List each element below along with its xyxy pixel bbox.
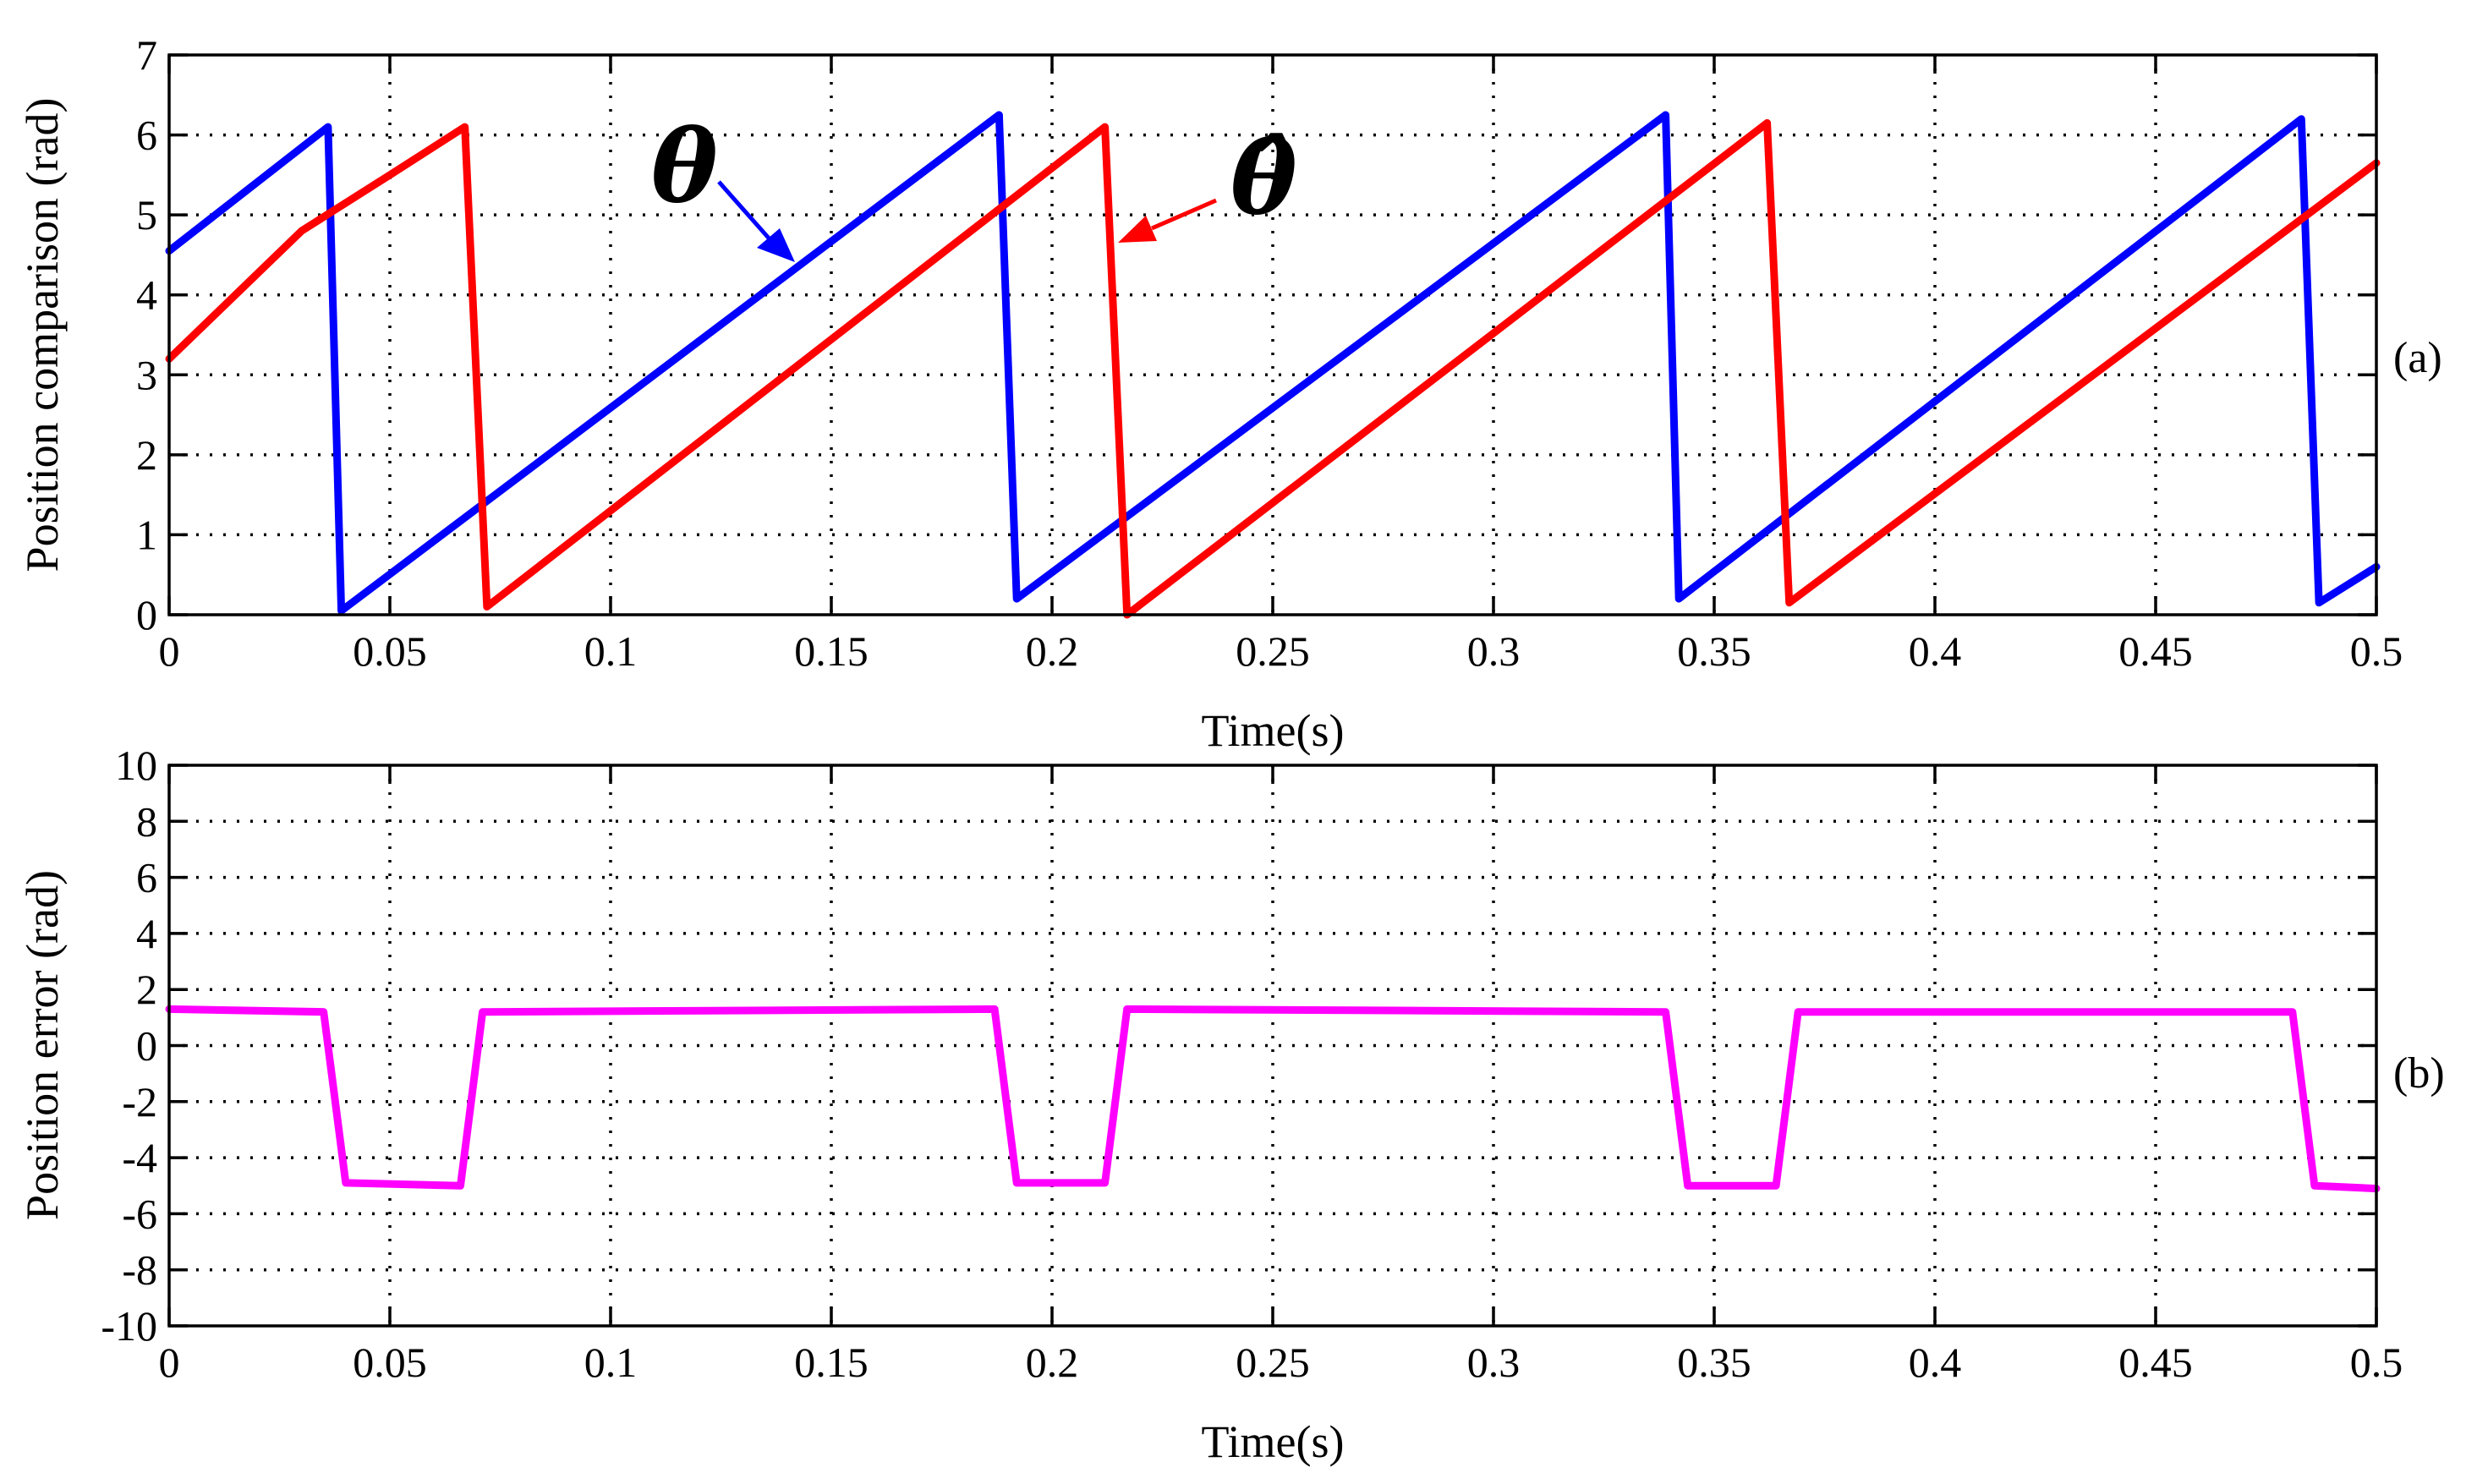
panel-b-x-tick-label: 0.35 xyxy=(1677,1339,1751,1386)
panel-b-tag: (b) xyxy=(2393,1049,2445,1098)
panel-b-x-tick-label: 0.3 xyxy=(1467,1339,1521,1386)
panel-b-position-error: 0 0.05 0.1 0.15 0.2 0.25 0.3 0.35 0.4 0.45 0.5 -10… xyxy=(17,742,2445,1467)
panel-a-x-axis-label: Time(s) xyxy=(1201,705,1344,756)
theta-hat-annotation-arrow-line xyxy=(1151,198,1217,231)
panel-b-series-1-line xyxy=(165,1005,2381,1193)
panel-b-y-tick-label: -2 xyxy=(122,1078,157,1125)
panel-a-x-tick-label: 0.4 xyxy=(1909,627,1962,675)
panel-a-series-2-line xyxy=(165,118,2381,619)
panel-b-x-tick-label: 0.2 xyxy=(1026,1339,1079,1386)
panel-b-y-tick-label: -6 xyxy=(122,1190,157,1237)
panel-b-x-tick-label: 0.1 xyxy=(584,1339,638,1386)
panel-b-y-tick-label: 4 xyxy=(136,910,157,957)
panel-b-grid xyxy=(169,765,2376,1326)
panel-b-y-tick-label: -10 xyxy=(101,1302,157,1350)
panel-a-y-tick-label: 2 xyxy=(136,431,157,479)
panel-a-y-tick-label: 5 xyxy=(136,191,157,238)
panel-a-series xyxy=(165,111,2381,619)
panel-b-y-tick-label: -8 xyxy=(122,1246,157,1294)
panel-b-x-ticks: 0 0.05 0.1 0.15 0.2 0.25 0.3 0.35 0.4 0.45 0.5 xyxy=(159,765,2403,1386)
panel-a-x-tick-label: 0.15 xyxy=(794,627,869,675)
panel-b-series xyxy=(165,1005,2381,1193)
panel-b-x-tick-label: 0 xyxy=(159,1339,180,1386)
theta-annotation: θ xyxy=(651,107,718,225)
panel-b-y-tick-label: 0 xyxy=(136,1022,157,1070)
panel-a-tag: (a) xyxy=(2393,334,2442,382)
panel-b-x-tick-label: 0.4 xyxy=(1909,1339,1962,1386)
panel-b-y-axis-label: Position error (rad) xyxy=(17,870,68,1220)
panel-a-x-tick-label: 0.1 xyxy=(584,627,638,675)
panel-a-x-tick-label: 0.05 xyxy=(353,627,427,675)
panel-b-x-tick-label: 0.15 xyxy=(794,1339,869,1386)
panel-b-frame xyxy=(167,764,2378,1328)
panel-a-series-1-line xyxy=(165,111,2381,615)
theta-annotation-arrow-line xyxy=(717,180,773,243)
panel-a-x-ticks: 0 0.05 0.1 0.15 0.2 0.25 0.3 0.35 0.4 0.45 0.5 xyxy=(159,55,2403,675)
theta-hat-annotation: θ̂ xyxy=(1230,119,1297,237)
panel-a-y-tick-label: 3 xyxy=(136,351,157,398)
panel-b-x-axis-label: Time(s) xyxy=(1201,1416,1344,1467)
panel-b-y-tick-label: 6 xyxy=(136,854,157,901)
panel-a-x-tick-label: 0.2 xyxy=(1026,627,1079,675)
panel-a-x-tick-label: 0.3 xyxy=(1467,627,1521,675)
panel-a-position-comparison: 0 0.05 0.1 0.15 0.2 0.25 0.3 0.35 0.4 0.45 0.5 0 1 2… xyxy=(17,31,2442,756)
panel-b-y-ticks: -10 -8 -6 -4 -2 0 2 4 6 8 10 xyxy=(101,742,2376,1350)
panel-a-x-tick-label: 0.35 xyxy=(1677,627,1751,675)
panel-a-y-ticks: 0 1 2 3 4 5 6 7 xyxy=(136,31,2376,638)
panel-a-grid xyxy=(169,55,2376,615)
panel-b-x-tick-label: 0.25 xyxy=(1236,1339,1310,1386)
theta-hat-annotation-arrowhead xyxy=(1118,216,1157,243)
panel-b-y-tick-label: 2 xyxy=(136,966,157,1013)
panel-a-y-tick-label: 7 xyxy=(136,31,157,79)
panel-b-y-tick-label: -4 xyxy=(122,1134,157,1181)
panel-a-x-tick-label: 0 xyxy=(159,627,180,675)
theta-annotation-arrowhead xyxy=(757,228,795,262)
panel-a-x-tick-label: 0.25 xyxy=(1236,627,1310,675)
panel-b-x-tick-label: 0.05 xyxy=(353,1339,427,1386)
panel-a-x-tick-label: 0.45 xyxy=(2118,627,2193,675)
panel-b-y-tick-label: 8 xyxy=(136,797,157,845)
panel-a-y-tick-label: 6 xyxy=(136,112,157,159)
panel-a-y-tick-label: 4 xyxy=(136,271,157,319)
panel-a-y-axis-label: Position comparison (rad) xyxy=(17,98,68,572)
panel-b-x-tick-label: 0.45 xyxy=(2118,1339,2193,1386)
panel-a-y-tick-label: 1 xyxy=(136,511,157,558)
panel-b-y-tick-label: 10 xyxy=(115,742,157,789)
panel-a-y-tick-label: 0 xyxy=(136,591,157,638)
panel-b-x-tick-label: 0.5 xyxy=(2350,1339,2403,1386)
panel-a-x-tick-label: 0.5 xyxy=(2350,627,2403,675)
